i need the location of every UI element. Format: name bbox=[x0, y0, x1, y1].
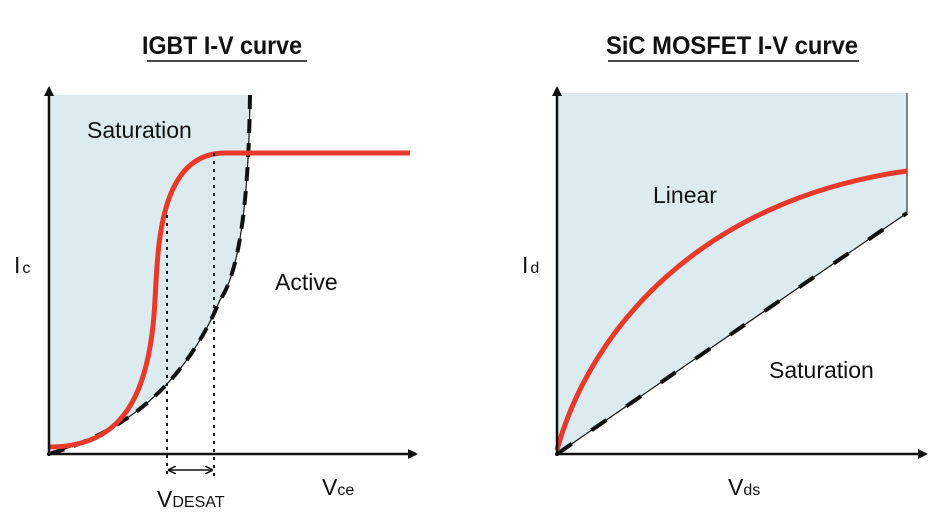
sic-linear-region bbox=[557, 93, 907, 454]
sic-x-axis-label: Vds bbox=[728, 474, 760, 500]
sic-iv-curve bbox=[554, 168, 908, 451]
sic-linear-label: Linear bbox=[653, 182, 717, 208]
igbt-active-label: Active bbox=[275, 269, 338, 295]
sic-title: SiC MOSFET I-V curve bbox=[606, 32, 858, 60]
igbt-iv-curve bbox=[48, 150, 410, 450]
igbt-x-axis-label: Vce bbox=[322, 474, 354, 500]
igbt-title: IGBT I-V curve bbox=[142, 32, 302, 60]
igbt-saturation-label: Saturation bbox=[87, 117, 192, 143]
sic-boundary-dashes bbox=[555, 211, 909, 456]
sic-saturation-label: Saturation bbox=[769, 357, 874, 383]
igbt-saturation-region bbox=[49, 95, 250, 454]
vdesat-label: VDESAT bbox=[157, 486, 225, 512]
sic-panel: SiC MOSFET I-V curve Linear Saturation I… bbox=[522, 32, 928, 500]
